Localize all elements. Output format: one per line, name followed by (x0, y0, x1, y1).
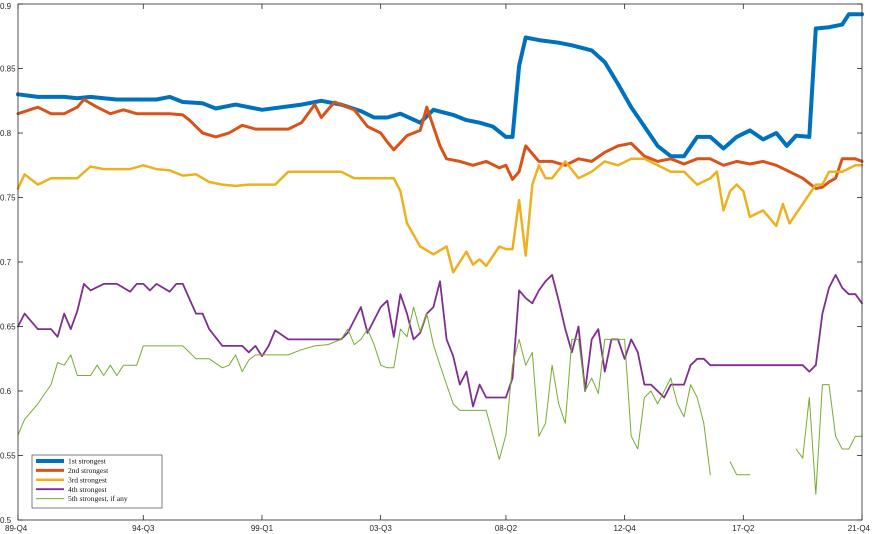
y-tick-label: 0.5 (0, 516, 12, 525)
y-tick-label: 0.6 (0, 387, 12, 396)
x-tick-label: 94-Q3 (132, 524, 155, 533)
series-layer (16, 12, 864, 495)
x-tick-label: 89-Q4 (5, 524, 28, 533)
legend-box (31, 454, 163, 509)
y-tick-label: 0.55 (0, 452, 16, 461)
y-tick-label: 0.9 (0, 2, 12, 11)
plot-frame (17, 3, 863, 521)
y-tick-label: 0.7 (0, 258, 12, 267)
y-tick-label: 0.85 (0, 65, 16, 74)
y-tick-label: 0.75 (0, 194, 16, 203)
series-line-2 (16, 98, 864, 190)
series-line-3 (16, 157, 864, 274)
x-tick-label: 12-Q4 (614, 524, 637, 533)
y-tick-label: 0.65 (0, 323, 16, 332)
series-line-5 (17, 306, 863, 495)
legend-label-5: 5th strongest, if any (68, 494, 128, 503)
x-tick-label: 21-Q4 (848, 524, 871, 533)
x-tick-label: 03-Q3 (370, 524, 393, 533)
legend-label-1: 1st strongest (68, 457, 107, 466)
x-tick-label: 99-Q1 (251, 524, 274, 533)
legend-label-4: 4th strongest (68, 485, 107, 494)
series-line-4 (17, 274, 863, 408)
y-tick-label: 0.8 (0, 129, 12, 138)
legend-label-2: 2nd strongest (68, 466, 109, 475)
series-line-1 (16, 12, 864, 159)
x-tick-label: 08-Q2 (495, 524, 518, 533)
legend-label-3: 3rd strongest (68, 475, 108, 484)
x-tick-label: 17-Q2 (732, 524, 755, 533)
